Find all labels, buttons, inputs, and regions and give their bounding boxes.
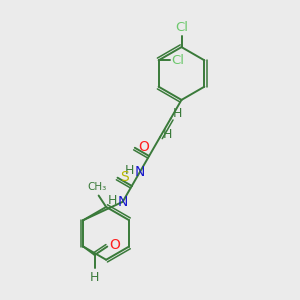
Text: CH₃: CH₃	[87, 182, 106, 192]
Text: H: H	[124, 164, 134, 177]
Text: O: O	[109, 238, 120, 252]
Text: N: N	[135, 165, 145, 179]
Text: H: H	[163, 128, 172, 141]
Text: O: O	[138, 140, 149, 154]
Text: H: H	[172, 107, 182, 120]
Text: N: N	[118, 195, 128, 209]
Text: H: H	[107, 194, 117, 207]
Text: S: S	[121, 170, 129, 184]
Text: Cl: Cl	[171, 54, 184, 67]
Text: Cl: Cl	[175, 21, 188, 34]
Text: H: H	[90, 271, 99, 284]
